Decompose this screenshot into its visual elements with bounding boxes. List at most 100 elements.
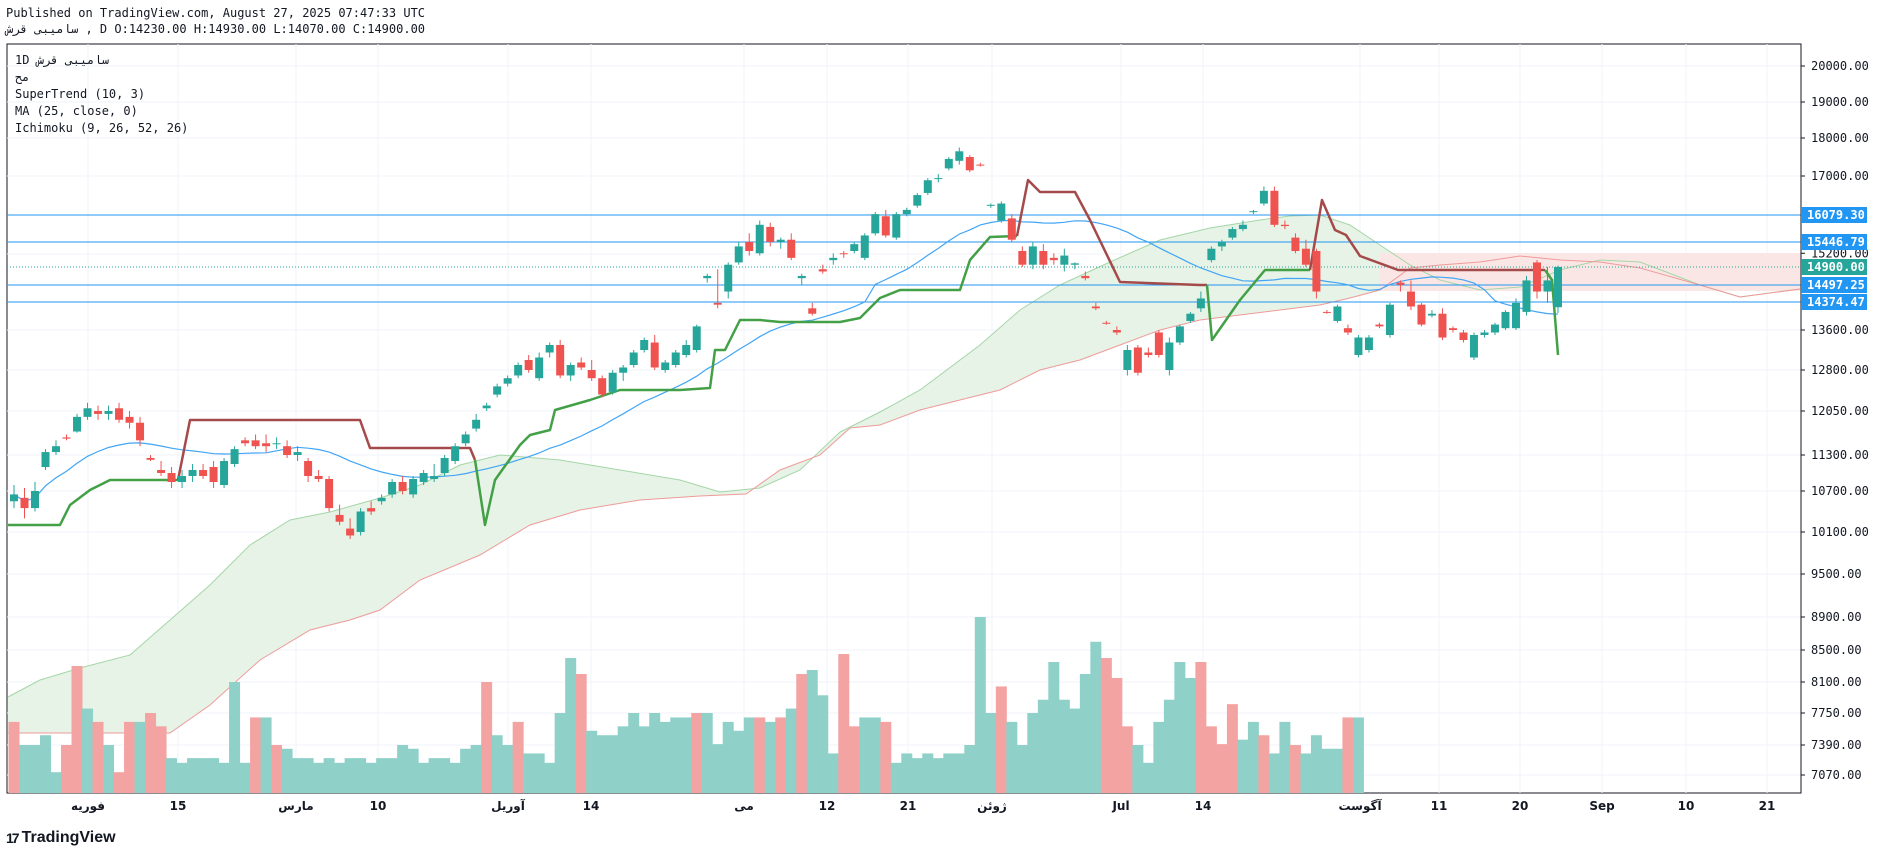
- volume-bar: [565, 658, 577, 793]
- volume-bar: [1037, 699, 1049, 793]
- legend-supertrend[interactable]: SuperTrend (10, 3): [15, 87, 146, 101]
- plot-frame: [6, 43, 1802, 794]
- volume-bar: [869, 717, 881, 793]
- ichimoku-span-a: [7, 214, 1801, 698]
- volume-bar: [124, 721, 136, 793]
- volume-bar: [166, 758, 178, 793]
- volume-bar: [145, 713, 157, 793]
- volume-bar: [586, 730, 598, 793]
- volume-bar: [1237, 739, 1249, 793]
- candle-body: [1532, 262, 1541, 292]
- price-badge-bg: [1801, 207, 1867, 223]
- candle-body: [1154, 332, 1163, 355]
- candle-body: [608, 372, 617, 392]
- ma-line: [13, 219, 1559, 502]
- candle-body: [136, 422, 145, 441]
- candle-body: [934, 178, 943, 180]
- volume-bar: [271, 745, 283, 793]
- candle-body: [1459, 332, 1468, 340]
- volume-bar: [722, 721, 734, 793]
- price-tick-label: 18000.00: [1811, 131, 1869, 145]
- legend-symbol[interactable]: 1D ساميبى قرش: [15, 53, 109, 67]
- candle-body: [20, 497, 29, 509]
- brand-name: TradingView: [21, 829, 116, 846]
- candle-body: [209, 467, 218, 482]
- chart-legend: 1D ساميبى قرش مح SuperTrend (10, 3) MA (…: [15, 52, 188, 137]
- candle-body: [115, 408, 124, 420]
- volume-bar: [1258, 735, 1270, 793]
- volume-bar: [460, 748, 472, 793]
- supertrend-up-3: [1205, 268, 1310, 342]
- volume-bar: [491, 735, 503, 793]
- candle-body: [1354, 337, 1363, 355]
- volume-bar: [1352, 717, 1364, 793]
- volume-bar: [386, 758, 398, 793]
- candle-body: [535, 357, 544, 379]
- candle-body: [556, 345, 565, 376]
- volume-bar: [1132, 745, 1144, 793]
- candle-body: [703, 275, 712, 279]
- candle-body: [335, 514, 344, 522]
- volume-bar: [1279, 721, 1291, 793]
- price-badge: 16079.30: [1801, 207, 1867, 223]
- candle-body: [377, 497, 386, 502]
- volume-bar: [1121, 726, 1133, 793]
- volume-bar: [1142, 762, 1154, 793]
- legend-ma[interactable]: MA (25, close, 0): [15, 104, 138, 118]
- volume-bar: [890, 762, 902, 793]
- candle-body: [682, 345, 691, 355]
- supertrend-up-2: [473, 234, 1018, 527]
- candle-body: [1291, 237, 1300, 251]
- time-tick-label: 20: [1512, 799, 1529, 813]
- candle-body: [125, 416, 134, 423]
- candle-body: [787, 239, 796, 258]
- candle-body: [1144, 352, 1153, 355]
- candle-body: [1501, 311, 1510, 329]
- candle-body: [83, 408, 92, 417]
- volume-bar: [29, 745, 41, 793]
- candle-body: [829, 257, 838, 261]
- candle-body: [871, 214, 880, 234]
- volume-bar: [932, 758, 944, 793]
- volume-bar: [481, 682, 493, 793]
- volume-bar: [1058, 699, 1070, 793]
- candle-body: [1228, 229, 1237, 238]
- volume-bar: [1079, 674, 1091, 793]
- legend-ichimoku[interactable]: Ichimoku (9, 26, 52, 26): [15, 121, 189, 135]
- candle-body: [461, 434, 470, 444]
- volume-bar: [512, 721, 524, 793]
- volume-bar: [344, 758, 356, 793]
- price-badge-label: 16079.30: [1807, 208, 1865, 222]
- volume-bar: [187, 758, 199, 793]
- candle-body: [241, 440, 250, 444]
- candle-body: [1480, 332, 1489, 335]
- candle-body: [482, 405, 491, 409]
- candle-body: [356, 511, 365, 532]
- price-badge-label: 15446.79: [1807, 235, 1865, 249]
- candle-body: [808, 308, 817, 314]
- volume-bar: [943, 753, 955, 793]
- volume-bar: [817, 695, 829, 793]
- volume-bar: [397, 745, 409, 793]
- candle-body: [923, 180, 932, 193]
- volume-bar: [859, 717, 871, 793]
- candle-body: [230, 449, 239, 464]
- time-tick-label: فوريه: [71, 799, 105, 814]
- candle-body: [671, 352, 680, 365]
- candle-body: [545, 345, 554, 353]
- volume-bar: [323, 758, 335, 793]
- volume-bar: [176, 762, 188, 793]
- volume-bar: [1090, 641, 1102, 793]
- price-badge: 14900.00: [1801, 259, 1867, 275]
- candle-body: [314, 476, 323, 479]
- tradingview-brand[interactable]: 17 TradingView: [6, 829, 116, 847]
- candle-body: [734, 246, 743, 263]
- price-badge: 14374.47: [1801, 294, 1867, 310]
- candle-body: [1196, 298, 1205, 309]
- volume-bar: [1216, 744, 1228, 793]
- volume-bar: [376, 758, 388, 793]
- candle-body: [503, 378, 512, 384]
- candle-body: [650, 342, 659, 368]
- candle-body: [850, 244, 859, 251]
